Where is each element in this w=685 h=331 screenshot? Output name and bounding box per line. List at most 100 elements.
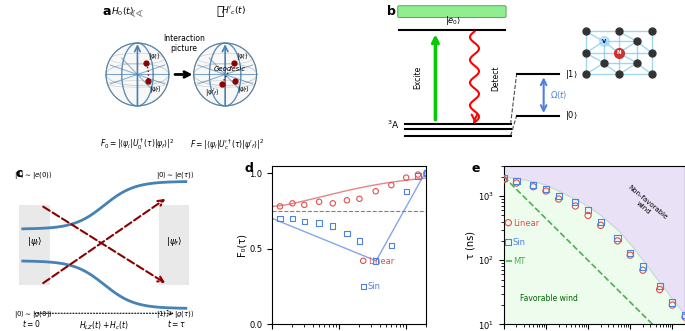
Text: $|1\rangle \sim |g(\tau)\rangle$: $|1\rangle \sim |g(\tau)\rangle$ (155, 308, 195, 320)
Text: ∢∢: ∢∢ (127, 9, 144, 19)
Point (654, 283, 665, 288)
Point (553, 196, 564, 202)
Point (595, 219, 606, 224)
Point (370, 189, 381, 194)
Point (527, 184, 538, 189)
Point (401, 175, 412, 180)
Point (680, 314, 685, 320)
FancyBboxPatch shape (159, 205, 190, 285)
Text: $\Omega(t)$: $\Omega(t)$ (549, 89, 567, 101)
Point (638, 264, 649, 269)
Point (354, 239, 365, 244)
Text: $|e_0\rangle$: $|e_0\rangle$ (445, 14, 462, 27)
Point (401, 189, 412, 194)
Point (287, 201, 298, 206)
Circle shape (106, 43, 169, 106)
Point (667, 300, 677, 305)
Y-axis label: F₀(τ): F₀(τ) (237, 233, 247, 257)
Point (667, 303, 677, 308)
Point (314, 220, 325, 226)
Point (341, 231, 352, 236)
Text: MT: MT (513, 257, 525, 266)
Text: $H_{LZ}(t) + H_c(t)$: $H_{LZ}(t) + H_c(t)$ (79, 320, 129, 331)
Text: V: V (601, 39, 606, 44)
Circle shape (194, 43, 257, 106)
Text: Linear: Linear (368, 257, 394, 266)
Point (341, 198, 352, 203)
Point (299, 219, 310, 224)
Text: Interaction
picture: Interaction picture (163, 33, 205, 53)
Point (570, 203, 581, 209)
Text: $^3$A: $^3$A (387, 119, 400, 131)
Point (654, 287, 665, 292)
Point (582, 208, 593, 213)
Text: $H'_c(t)$: $H'_c(t)$ (221, 4, 246, 17)
Text: $t=0$: $t=0$ (23, 318, 41, 329)
Text: $|\psi_i\rangle$: $|\psi_i\rangle$ (148, 50, 160, 62)
Point (498, 175, 509, 181)
Point (540, 188, 551, 194)
Text: Sin: Sin (513, 238, 526, 247)
Text: a: a (103, 5, 111, 18)
Text: $F = |\langle\psi_i|U_c^{\prime\dagger}(\tau)|\psi'_f\rangle|^2$: $F = |\langle\psi_i|U_c^{\prime\dagger}(… (190, 137, 264, 152)
Text: e: e (471, 162, 480, 175)
Text: $|\psi_i\rangle$: $|\psi_i\rangle$ (236, 50, 248, 62)
Y-axis label: τ (ns): τ (ns) (465, 231, 475, 259)
Point (386, 243, 397, 248)
Text: $F_0 = |\langle\psi_i|U_0^\dagger(\tau)|\psi_f\rangle|^2$: $F_0 = |\langle\psi_i|U_0^\dagger(\tau)|… (100, 137, 175, 152)
Point (412, 172, 423, 177)
Point (299, 202, 310, 208)
Text: Sin: Sin (368, 282, 381, 291)
Text: $|\psi_f\rangle$: $|\psi_f\rangle$ (237, 83, 250, 95)
Point (275, 216, 286, 221)
Point (275, 204, 286, 209)
Point (184, 261, 195, 266)
Text: $|\psi_f\rangle$: $|\psi_f\rangle$ (149, 83, 162, 95)
Text: $|\psi_f\rangle$: $|\psi_f\rangle$ (166, 235, 182, 248)
Point (421, 170, 432, 176)
Point (386, 182, 397, 188)
Point (498, 177, 509, 182)
Text: Favorable wind: Favorable wind (520, 294, 578, 303)
Text: $|0\rangle \sim |g(0)\rangle$: $|0\rangle \sim |g(0)\rangle$ (14, 308, 53, 320)
Point (527, 182, 538, 187)
Point (638, 267, 649, 273)
FancyBboxPatch shape (398, 6, 506, 17)
Text: Geodesic: Geodesic (214, 66, 247, 72)
Point (553, 193, 564, 199)
Point (511, 179, 522, 184)
Point (612, 236, 623, 241)
FancyBboxPatch shape (19, 205, 50, 285)
Point (582, 213, 593, 218)
Text: $|\psi_i\rangle$: $|\psi_i\rangle$ (27, 235, 42, 248)
Text: Detect: Detect (491, 65, 500, 91)
Point (354, 196, 365, 202)
Text: b: b (387, 5, 396, 18)
Point (625, 250, 636, 256)
Point (287, 216, 298, 221)
Text: Non-favorable
wind: Non-favorable wind (622, 185, 669, 226)
Text: $H_0(t)$: $H_0(t)$ (111, 6, 134, 19)
Text: c: c (16, 167, 23, 180)
Text: $|1\rangle$: $|1\rangle$ (564, 68, 577, 81)
Point (511, 180, 522, 186)
Text: $|0\rangle$: $|0\rangle$ (564, 109, 577, 122)
Text: $|0\rangle \sim |e(\tau)\rangle$: $|0\rangle \sim |e(\tau)\rangle$ (155, 169, 195, 181)
Text: $t=\tau$: $t=\tau$ (167, 318, 186, 329)
Point (184, 285, 195, 291)
Point (421, 170, 432, 176)
Point (327, 223, 338, 229)
Text: $|1\rangle \sim |e(0)\rangle$: $|1\rangle \sim |e(0)\rangle$ (14, 169, 53, 181)
Text: N: N (616, 50, 621, 56)
Text: Excite: Excite (413, 66, 422, 89)
Text: ✋: ✋ (216, 5, 224, 18)
Point (595, 223, 606, 228)
Point (570, 200, 581, 205)
Point (327, 201, 338, 206)
Point (314, 199, 325, 205)
Point (412, 173, 423, 179)
Text: d: d (245, 162, 253, 175)
Point (625, 253, 636, 258)
Text: $|\psi'_f\rangle$: $|\psi'_f\rangle$ (206, 85, 221, 98)
Point (680, 312, 685, 318)
